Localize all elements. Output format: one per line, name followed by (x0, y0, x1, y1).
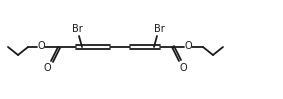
Text: O: O (43, 63, 51, 73)
Text: O: O (179, 63, 187, 73)
Text: Br: Br (154, 24, 164, 34)
Text: O: O (37, 41, 45, 51)
Text: Br: Br (72, 24, 82, 34)
Text: O: O (184, 41, 192, 51)
